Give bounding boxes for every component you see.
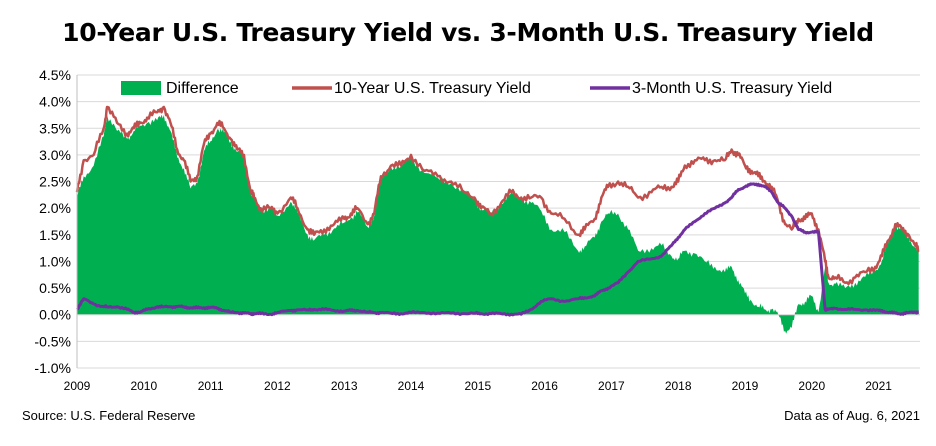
- x-tick-label: 2017: [598, 379, 625, 393]
- ten-year-yield-line: [75, 105, 920, 286]
- x-tick-label: 2012: [264, 379, 291, 393]
- legend: Difference 10-Year U.S. Treasury Yield 3…: [115, 76, 875, 100]
- x-tick-label: 2018: [665, 379, 692, 393]
- y-tick-label: 4.0%: [39, 94, 71, 110]
- y-tick-label: -0.5%: [34, 333, 71, 349]
- y-tick-label: 4.5%: [39, 67, 71, 83]
- legend-three-month-label: 3-Month U.S. Treasury Yield: [632, 80, 832, 97]
- x-tick-label: 2020: [798, 379, 825, 393]
- x-tick-label: 2015: [464, 379, 491, 393]
- x-tick-label: 2011: [198, 379, 224, 393]
- y-tick-label: 0.0%: [39, 307, 71, 323]
- y-tick-label: 2.5%: [39, 174, 71, 190]
- legend-ten-year-label: 10-Year U.S. Treasury Yield: [334, 80, 531, 97]
- difference-area: [77, 114, 919, 334]
- y-tick-label: 3.5%: [39, 120, 71, 136]
- y-tick-label: 0.5%: [39, 280, 71, 296]
- legend-difference-label: Difference: [166, 80, 239, 97]
- x-tick-label: 2019: [732, 379, 759, 393]
- y-tick-label: -1.0%: [34, 360, 71, 376]
- legend-difference-swatch: [121, 81, 161, 95]
- three-month-yield-line: [76, 182, 920, 317]
- data-as-of-note: Data as of Aug. 6, 2021: [784, 408, 920, 423]
- x-tick-label: 2009: [64, 379, 91, 393]
- x-tick-label: 2021: [865, 379, 892, 393]
- legend-background: [115, 76, 875, 100]
- y-tick-label: 2.0%: [39, 200, 71, 216]
- y-tick-label: 3.0%: [39, 147, 71, 163]
- axes: 4.5% 4.0% 3.5% 3.0% 2.5% 2.0% 1.5% 1.0% 0.5% 0.0%…: [34, 67, 892, 393]
- source-note: Source: U.S. Federal Reserve: [22, 408, 196, 423]
- chart-title: 10-Year U.S. Treasury Yield vs. 3-Month …: [62, 18, 874, 47]
- x-tick-label: 2014: [398, 379, 425, 393]
- x-tick-label: 2010: [130, 379, 157, 393]
- x-tick-label: 2016: [531, 379, 558, 393]
- y-tick-label: 1.0%: [39, 253, 71, 269]
- series-layer: [75, 105, 920, 334]
- x-tick-label: 2013: [331, 379, 358, 393]
- y-tick-label: 1.5%: [39, 227, 71, 243]
